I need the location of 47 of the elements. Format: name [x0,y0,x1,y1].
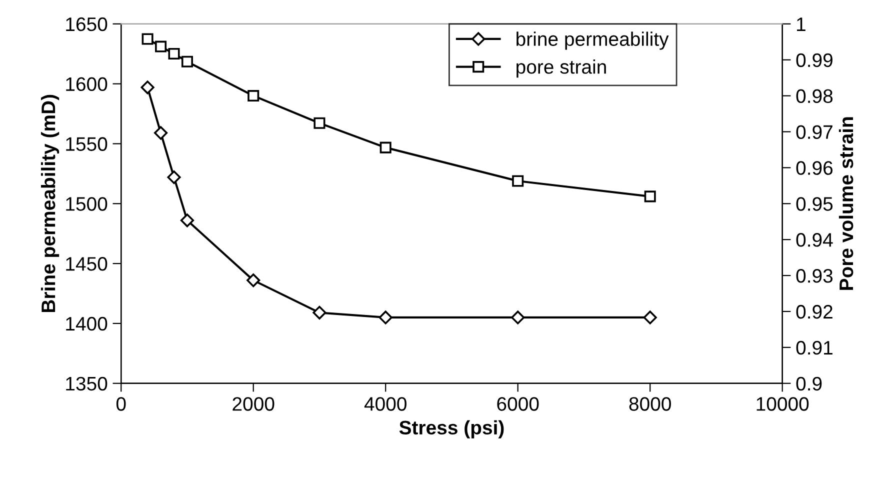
y-tick-label: 1400 [66,316,108,331]
point [181,56,193,68]
point [314,117,326,129]
x-tick-label: 2000 [232,397,274,411]
point [511,310,525,324]
y-tick-label: 1350 [66,376,108,391]
y-tick-label: 1500 [66,197,108,211]
y2-tick-label: 0.93 [796,268,833,283]
point [155,40,167,52]
x-tick-label: 4000 [364,397,406,411]
point [248,90,260,102]
point [154,126,168,140]
point [380,142,392,154]
y2-tick-label: 0.97 [796,125,832,139]
x-tick-label: 8000 [629,397,671,411]
point [378,310,392,324]
y2-tick-label: 0.9 [796,376,822,391]
y-tick-label: 1550 [66,137,108,151]
x-axis-title: Stress (psi) [399,420,504,438]
legend-label: brine permeability [516,32,669,50]
y2-tick-label: 0.99 [796,53,832,68]
y-tick-label: 1450 [66,257,108,271]
point [512,175,524,187]
y-tick-label: 1650 [66,17,108,32]
point [643,310,657,324]
point [140,80,154,94]
point [644,190,656,202]
y2-tick-label: 0.96 [796,161,833,175]
y-tick-label: 1600 [66,77,108,92]
point [180,214,194,228]
y-axis-title: Brine permeability (mD) [40,94,60,312]
y2-tick-label: 0.94 [796,233,833,247]
point [168,48,180,60]
y2-axis-title: Pore volume strain [838,117,854,290]
point [167,170,181,184]
y2-tick-label: 0.91 [796,340,832,355]
point [142,33,154,45]
point [312,306,326,320]
y2-tick-label: 0.95 [796,197,833,211]
legend-label: pore strain [516,60,606,78]
x-tick-label: 6000 [497,397,539,411]
y2-tick-label: 0.92 [796,304,832,319]
y2-tick-label: 1 [797,18,806,31]
x-tick-label: 10000 [756,397,809,411]
y2-tick-label: 0.98 [796,89,833,104]
x-tick-label: 0 [116,397,126,411]
point [246,274,260,288]
